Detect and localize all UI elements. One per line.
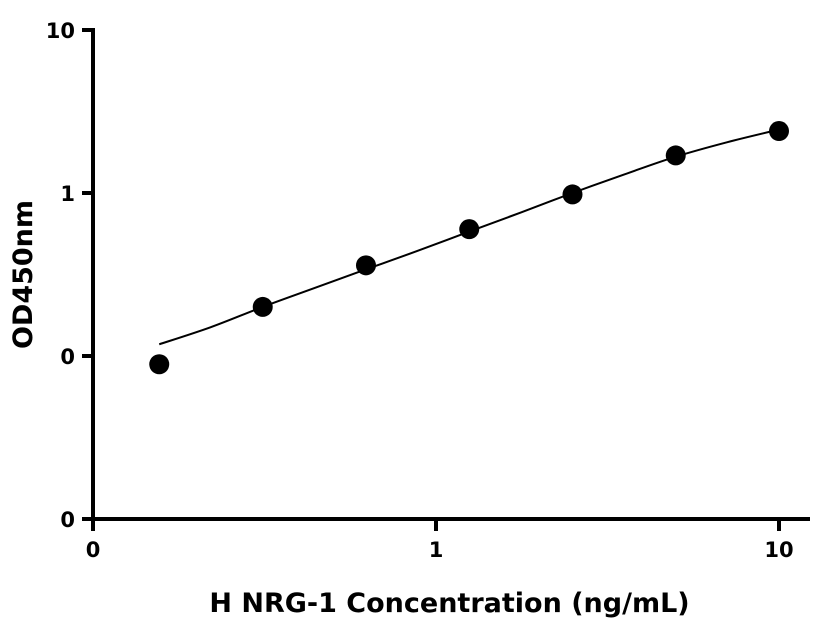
x-tick-label: 0: [86, 538, 101, 562]
y-tick-label: 1: [60, 182, 75, 206]
x-tick-label: 10: [764, 538, 793, 562]
data-point: [769, 121, 789, 142]
y-axis-ticks: 0 0 1 10: [46, 19, 93, 532]
data-point: [355, 255, 376, 276]
data-point: [252, 296, 273, 317]
y-axis-title: OD450nm: [8, 200, 39, 349]
data-point: [562, 184, 583, 205]
data-point: [459, 219, 480, 240]
data-point: [665, 145, 686, 166]
y-tick-label: 0: [60, 345, 75, 369]
data-point: [149, 354, 170, 375]
data-points-layer: [149, 121, 789, 375]
y-tick-label: 0: [60, 508, 75, 532]
y-tick-label: 10: [46, 19, 75, 43]
x-tick-label: 1: [429, 538, 444, 562]
x-axis-title: H NRG-1 Concentration (ng/mL): [209, 588, 689, 619]
x-axis-ticks: 0 1 10: [86, 519, 794, 562]
